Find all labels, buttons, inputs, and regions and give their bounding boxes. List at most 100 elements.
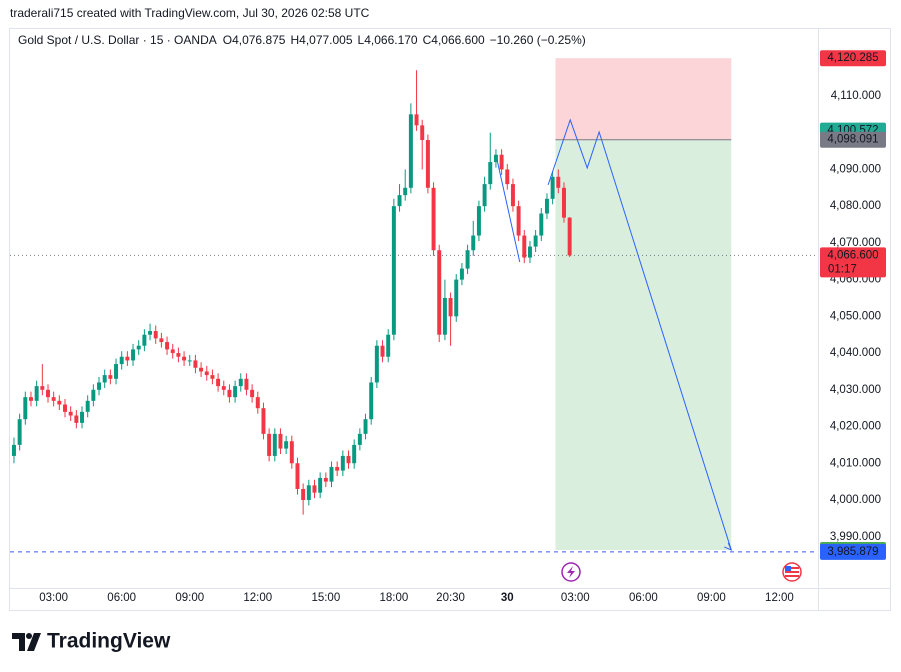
stop-zone [555,58,732,140]
y-tick-label: 3,990.000 [830,531,881,543]
price-label: 4,120.285 [827,52,878,64]
candle-body [148,331,153,335]
candle-body [261,408,266,434]
y-tick-label: 4,040.000 [830,347,881,359]
candle-body [471,235,476,251]
chart-frame [9,28,891,611]
trend-drawing [547,118,732,551]
ohlc-key: H [290,33,299,47]
candle-body [335,466,340,471]
candle-body [346,455,351,464]
candle-body [182,356,187,361]
candle-body [403,187,408,196]
candle-body [527,246,532,258]
candle-body [550,176,555,199]
x-tick-label: 30 [501,592,514,604]
price-label-box [820,247,886,278]
y-tick-label: 4,080.000 [830,200,881,212]
y-tick-label: 4,030.000 [830,384,881,396]
candle-body [414,114,419,126]
candle-body [74,415,79,423]
candle-body [284,441,289,449]
candle-body [510,184,515,207]
candle-body [204,371,209,376]
y-tick-label: 4,070.000 [830,237,881,249]
price-label: 4,098.091 [827,134,878,146]
candle-body [40,386,45,390]
candle-body [57,400,62,405]
candle-body [102,375,107,383]
price-label: 3,985.879 [827,546,878,558]
candle-body [153,331,158,339]
candle-body [533,235,538,247]
candle-body [448,297,453,317]
candle-body [97,382,102,390]
ohlc-value: 4,076.875 [232,33,286,47]
candle-body [465,250,470,269]
candle-body [340,455,345,471]
candle-body [454,279,459,317]
plot [10,58,818,553]
candle-body [125,356,130,361]
candle-body [250,389,255,398]
x-tick-label: 06:00 [107,592,136,604]
ohlc-key: L [358,33,365,47]
candle-body [34,386,39,401]
candle-body [567,217,572,256]
candle-body [233,386,238,398]
candle-body [312,485,317,493]
candle-body [391,206,396,335]
price-label-box [820,543,886,560]
candle-body [408,114,413,188]
candle-body [108,375,113,379]
candle-body [165,342,170,350]
ohlc-value: 4,077.005 [299,33,353,47]
candle-body [352,444,357,464]
candle-body [386,334,391,357]
candle-body [556,176,561,188]
candle-body [216,378,221,387]
candle-body [51,397,56,401]
ohlc-key: C [423,33,432,47]
credit: traderali715 created with TradingView.co… [10,6,370,20]
y-tick-label: 4,090.000 [830,163,881,175]
candle-body [431,187,436,251]
candle-body [17,419,22,445]
candle-body [91,389,96,401]
candle-body [397,195,402,207]
candle-body [238,378,243,387]
ohlc-value: 4,066.600 [431,33,485,47]
candle-body [68,411,73,416]
candle-body [357,433,362,445]
x-tick-label: 15:00 [311,592,340,604]
candle-body [63,404,67,412]
candle-body [267,433,272,456]
symbol: Gold Spot / U.S. Dollar · 15 · OANDA [18,33,217,47]
candle-body [255,397,260,409]
candle-body [437,250,442,335]
y-tick-label: 4,110.000 [831,90,881,102]
candle-body [193,360,198,368]
candle-body [561,187,566,218]
candle-body [442,297,447,335]
candle-body [374,345,379,383]
candle-body [289,441,294,464]
ohlc-key: O [223,33,232,47]
x-tick-label: 03:00 [39,592,68,604]
y-tick-label: 4,050.000 [830,310,881,322]
trend-drawing [496,159,521,263]
candle-body [136,345,141,350]
event-icon[interactable] [561,562,581,582]
candle-body [459,268,464,280]
x-tick-label: 03:00 [561,592,590,604]
candle-body [539,213,544,236]
candle-body [11,444,16,456]
country-flag-icon[interactable] [782,562,802,582]
countdown: 01:17 [828,263,857,275]
candle-body [295,463,300,489]
candle-body [544,198,549,214]
candle-body [221,386,226,390]
x-tick-label: 09:00 [175,592,204,604]
candle-body [170,349,175,354]
